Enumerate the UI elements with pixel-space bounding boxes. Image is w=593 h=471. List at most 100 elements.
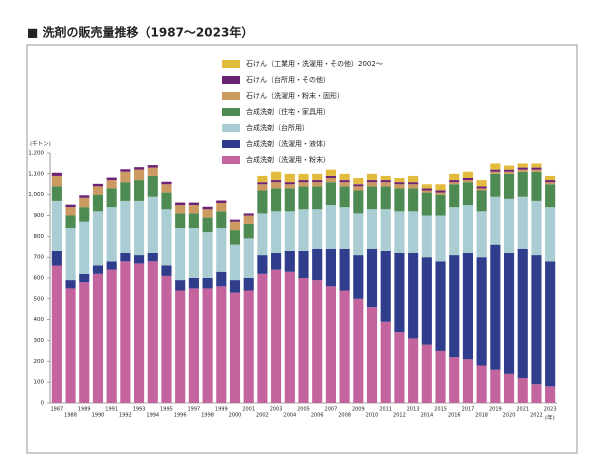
y-tick-label: 1,200 bbox=[28, 151, 44, 157]
x-axis-label: (年) bbox=[545, 414, 555, 422]
x-tick-label: 1992 bbox=[119, 413, 132, 419]
bar-segment bbox=[421, 215, 432, 258]
bar-segment bbox=[366, 186, 378, 210]
bar-segment bbox=[120, 171, 131, 183]
bar-segment bbox=[51, 250, 62, 266]
bar-segment bbox=[147, 167, 158, 176]
y-tick-label: 1,000 bbox=[28, 192, 44, 198]
bar-segment bbox=[92, 186, 104, 195]
x-tick-label: 2011 bbox=[379, 407, 392, 413]
bar-segment bbox=[380, 250, 391, 322]
y-axis-label: (千トン) bbox=[30, 140, 51, 148]
bar-segment bbox=[476, 190, 487, 212]
bar-segment bbox=[243, 215, 254, 224]
x-tick-label: 2014 bbox=[420, 413, 433, 419]
legend-swatch bbox=[222, 124, 240, 132]
x-tick-label: 2002 bbox=[256, 413, 269, 419]
bar-segment bbox=[325, 175, 336, 178]
bar-segment bbox=[353, 190, 364, 214]
bar-segment bbox=[462, 182, 474, 206]
bar-segment bbox=[161, 209, 172, 266]
bar-segment bbox=[435, 261, 446, 351]
bar-segment bbox=[229, 219, 241, 222]
bar-segment bbox=[339, 290, 350, 403]
bar-segment bbox=[284, 188, 295, 212]
bar-segment bbox=[312, 180, 323, 183]
bar-segment bbox=[503, 198, 515, 253]
bar-segment bbox=[339, 182, 350, 187]
bar-segment bbox=[65, 288, 76, 403]
bar-segment bbox=[243, 223, 254, 239]
bar-segment bbox=[79, 221, 90, 274]
bar-segment bbox=[202, 217, 213, 233]
bar-segment bbox=[312, 173, 323, 181]
bar-segment bbox=[339, 186, 350, 208]
bar-segment bbox=[325, 182, 336, 206]
bar-segment bbox=[161, 265, 172, 276]
bar-segment bbox=[147, 261, 158, 403]
bar-segment bbox=[462, 359, 474, 403]
bar-segment bbox=[545, 261, 556, 387]
bar-segment bbox=[517, 169, 528, 172]
bar-segment bbox=[517, 167, 528, 170]
bar-segment bbox=[243, 238, 254, 278]
bar-segment bbox=[147, 196, 158, 253]
bar-segment bbox=[449, 207, 460, 256]
chart-title: ■ 洗剤の販売量推移（1987～2023年） bbox=[27, 25, 253, 40]
bar-segment bbox=[490, 169, 501, 172]
bar-segment bbox=[120, 253, 131, 262]
bar-segment bbox=[517, 378, 528, 403]
y-tick-label: 100 bbox=[34, 380, 45, 386]
bar-segment bbox=[394, 184, 405, 189]
legend-label: 合成洗剤（住宅・家具用） bbox=[246, 107, 330, 116]
y-tick-label: 500 bbox=[34, 296, 45, 302]
x-tick-label: 1997 bbox=[188, 407, 201, 413]
y-tick-label: 300 bbox=[34, 338, 45, 344]
bar-segment bbox=[51, 175, 62, 187]
bar-segment bbox=[106, 177, 117, 181]
bar-segment bbox=[133, 263, 145, 403]
bar-segment bbox=[216, 203, 227, 212]
bar-segment bbox=[435, 192, 446, 195]
bar-segment bbox=[421, 190, 432, 193]
bar-segment bbox=[202, 206, 213, 210]
bar-segment bbox=[394, 332, 405, 403]
bar-segment bbox=[421, 344, 432, 403]
x-tick-label: 2004 bbox=[283, 413, 296, 419]
bar-segment bbox=[92, 194, 104, 212]
x-tick-label: 2006 bbox=[311, 413, 324, 419]
x-tick-label: 2010 bbox=[366, 413, 379, 419]
bar-segment bbox=[120, 169, 131, 172]
bar-segment bbox=[490, 163, 501, 170]
bar-segment bbox=[271, 182, 282, 189]
legend-label: 石けん（洗濯用・粉末・固形） bbox=[246, 91, 344, 100]
bar-segment bbox=[79, 273, 90, 283]
x-tick-label: 1995 bbox=[160, 407, 173, 413]
bar-segment bbox=[312, 280, 323, 403]
bar-segment bbox=[92, 183, 104, 187]
bar-segment bbox=[133, 180, 145, 201]
bar-segment bbox=[92, 273, 104, 403]
bar-segment bbox=[92, 211, 104, 266]
bar-segment bbox=[503, 165, 515, 170]
bar-segment bbox=[325, 178, 336, 183]
bar-segment bbox=[517, 171, 528, 197]
bar-segment bbox=[394, 182, 405, 185]
bar-segment bbox=[175, 213, 186, 228]
bar-segment bbox=[229, 292, 241, 403]
legend-swatch bbox=[222, 92, 240, 100]
legend-swatch bbox=[222, 140, 240, 148]
bar-segment bbox=[435, 190, 446, 193]
legend-label: 合成洗剤（洗濯用・液体） bbox=[246, 139, 330, 148]
bar-segment bbox=[243, 290, 254, 403]
bar-segment bbox=[366, 173, 378, 181]
bar-segment bbox=[161, 192, 172, 210]
bar-segment bbox=[435, 215, 446, 262]
x-tick-label: 2013 bbox=[407, 407, 420, 413]
bar-segment bbox=[284, 211, 295, 251]
bar-segment bbox=[366, 248, 378, 308]
x-tick-label: 2017 bbox=[462, 407, 475, 413]
bar-segment bbox=[257, 213, 268, 256]
bar-segment bbox=[79, 207, 90, 222]
